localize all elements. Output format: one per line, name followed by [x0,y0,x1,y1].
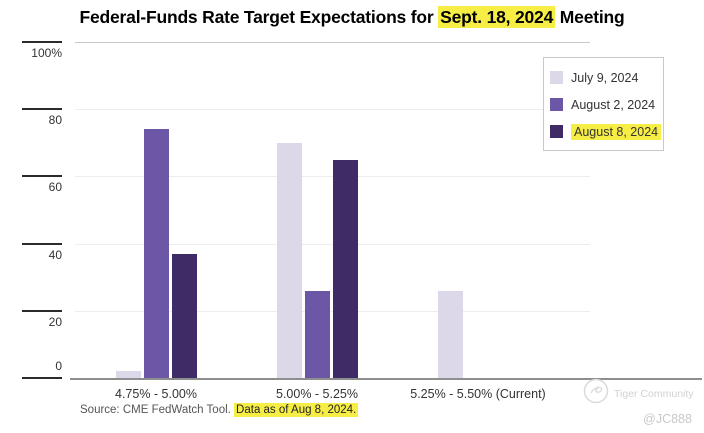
y-axis-label-60: 60 [48,180,62,194]
legend-item-0: July 9, 2024 [550,64,657,91]
tiger-logo-icon [582,377,610,410]
chart-title-highlight: Sept. 18, 2024 [438,6,556,28]
bar-series2-cat0 [172,253,197,378]
legend-label-0: July 9, 2024 [571,70,639,85]
source-note: Source: CME FedWatch Tool. Data as of Au… [80,403,359,417]
y-axis-tick-60 [22,175,62,177]
bar-series1-cat0 [144,129,169,378]
y-axis-tick-0 [22,377,62,379]
legend-item-1: August 2, 2024 [550,91,657,118]
bar-series0-cat0 [116,371,141,378]
bar-series0-cat2 [438,290,463,378]
bar-series2-cat1 [333,159,358,378]
source-note-highlight: Data as of Aug 8, 2024. [234,403,359,417]
legend-swatch-icon [550,98,563,111]
legend-label-1: August 2, 2024 [571,97,656,112]
y-axis-tick-40 [22,243,62,245]
gridline-60 [75,176,590,177]
x-axis-label-1: 5.00% - 5.25% [276,387,358,401]
watermark-brand: Tiger Community [614,387,694,400]
gridline-80 [75,109,590,110]
y-axis-tick-20 [22,310,62,312]
legend-label-2: August 8, 2024 [571,123,662,140]
chart-title-pre: Federal-Funds Rate Target Expectations f… [79,7,439,27]
x-axis-label-2: 5.25% - 5.50% (Current) [410,387,546,401]
gridline-40 [75,244,590,245]
gridline-20 [75,311,590,312]
legend-swatch-icon [550,125,563,138]
y-axis-label-100: 100% [31,46,62,60]
y-axis-label-0: 0 [55,359,62,373]
y-axis-label-20: 20 [48,315,62,329]
y-axis-label-40: 40 [48,248,62,262]
watermark-handle: @JC888 [643,412,692,426]
bar-series1-cat1 [305,290,330,378]
legend-box: July 9, 2024 August 2, 2024 August 8, 2024 [543,57,664,151]
y-axis-label-80: 80 [48,113,62,127]
x-axis-label-0: 4.75% - 5.00% [115,387,197,401]
gridline-100 [75,42,590,43]
y-axis-tick-100 [22,41,62,43]
chart-title: Federal-Funds Rate Target Expectations f… [0,6,704,28]
y-axis-tick-80 [22,108,62,110]
source-note-plain: Source: CME FedWatch Tool. [80,404,235,416]
watermark: Tiger Community @JC888 [582,377,700,426]
legend-swatch-icon [550,71,563,84]
legend-item-2: August 8, 2024 [550,118,662,145]
chart-title-post: Meeting [555,7,625,27]
bar-series0-cat1 [277,142,302,378]
x-axis-line [70,378,702,380]
